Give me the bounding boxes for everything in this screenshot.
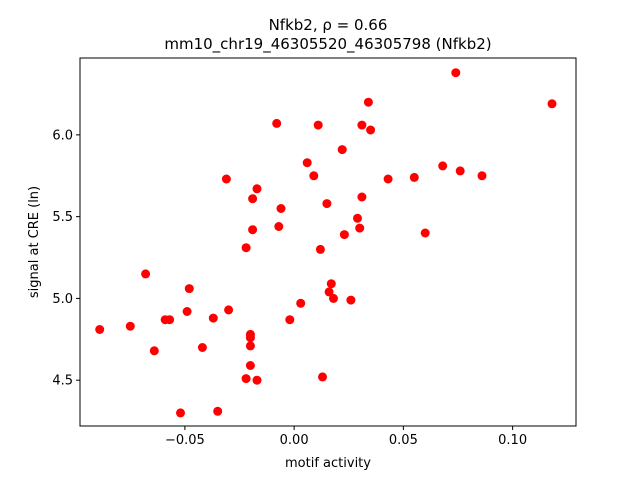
data-point [285,315,295,325]
data-points [95,68,557,418]
y-tick-label: 5.0 [52,292,73,307]
data-point [241,243,251,253]
data-point [224,305,234,315]
chart-title-line1: Nfkb2, ρ = 0.66 [269,16,388,34]
data-point [245,329,255,339]
y-tick-label: 6.0 [52,128,73,143]
x-tick-label: 0.05 [389,433,418,448]
data-point [274,222,284,231]
data-point [324,287,334,297]
data-point [337,145,347,155]
data-point [95,325,105,334]
data-point [438,161,448,171]
x-axis-ticks: −0.05 0.00 0.05 0.10 [165,426,527,448]
data-point [326,279,336,289]
data-point [245,361,255,370]
data-point [276,204,286,213]
data-point [477,171,487,181]
data-point [302,158,312,168]
data-point [241,374,251,384]
data-point [322,199,332,209]
x-tick-label: 0.00 [280,433,309,448]
data-point [357,120,367,130]
x-tick-label: 0.10 [498,433,527,448]
y-tick-label: 4.5 [52,374,73,389]
data-point [339,230,349,240]
data-point [455,166,465,176]
data-point [182,307,192,316]
data-point [318,372,327,382]
data-point [176,408,185,418]
data-point [383,174,393,184]
data-point [420,228,430,238]
data-point [184,284,194,294]
data-point [346,295,356,305]
data-point [409,172,419,182]
data-point [547,99,557,109]
data-point [197,343,207,352]
data-point [248,194,258,204]
x-tick-label: −0.05 [165,433,205,448]
data-point [272,118,282,128]
data-point [315,244,325,254]
data-point [313,120,323,130]
data-point [248,225,258,235]
plot-area-frame [79,57,577,427]
data-point [149,346,159,356]
y-axis-ticks: 4.5 5.0 5.5 6.0 [52,128,80,389]
data-point [366,125,376,135]
data-point [363,97,373,107]
data-point [357,192,367,202]
data-point [165,315,175,325]
data-point [125,321,135,331]
data-point [329,293,338,303]
data-point [252,184,262,194]
data-point [252,375,262,385]
x-axis-label: motif activity [285,456,371,471]
data-point [141,269,151,279]
data-point [245,341,255,351]
data-point [355,223,365,233]
y-axis-label: signal at CRE (ln) [27,186,42,298]
y-tick-label: 5.5 [52,210,73,225]
data-point [296,298,306,308]
data-point [451,68,461,78]
data-point [213,406,223,416]
data-point [208,313,218,323]
data-point [353,213,362,223]
data-point [309,171,319,181]
chart-title-line2: mm10_chr19_46305520_46305798 (Nfkb2) [164,35,491,54]
data-point [221,174,231,184]
